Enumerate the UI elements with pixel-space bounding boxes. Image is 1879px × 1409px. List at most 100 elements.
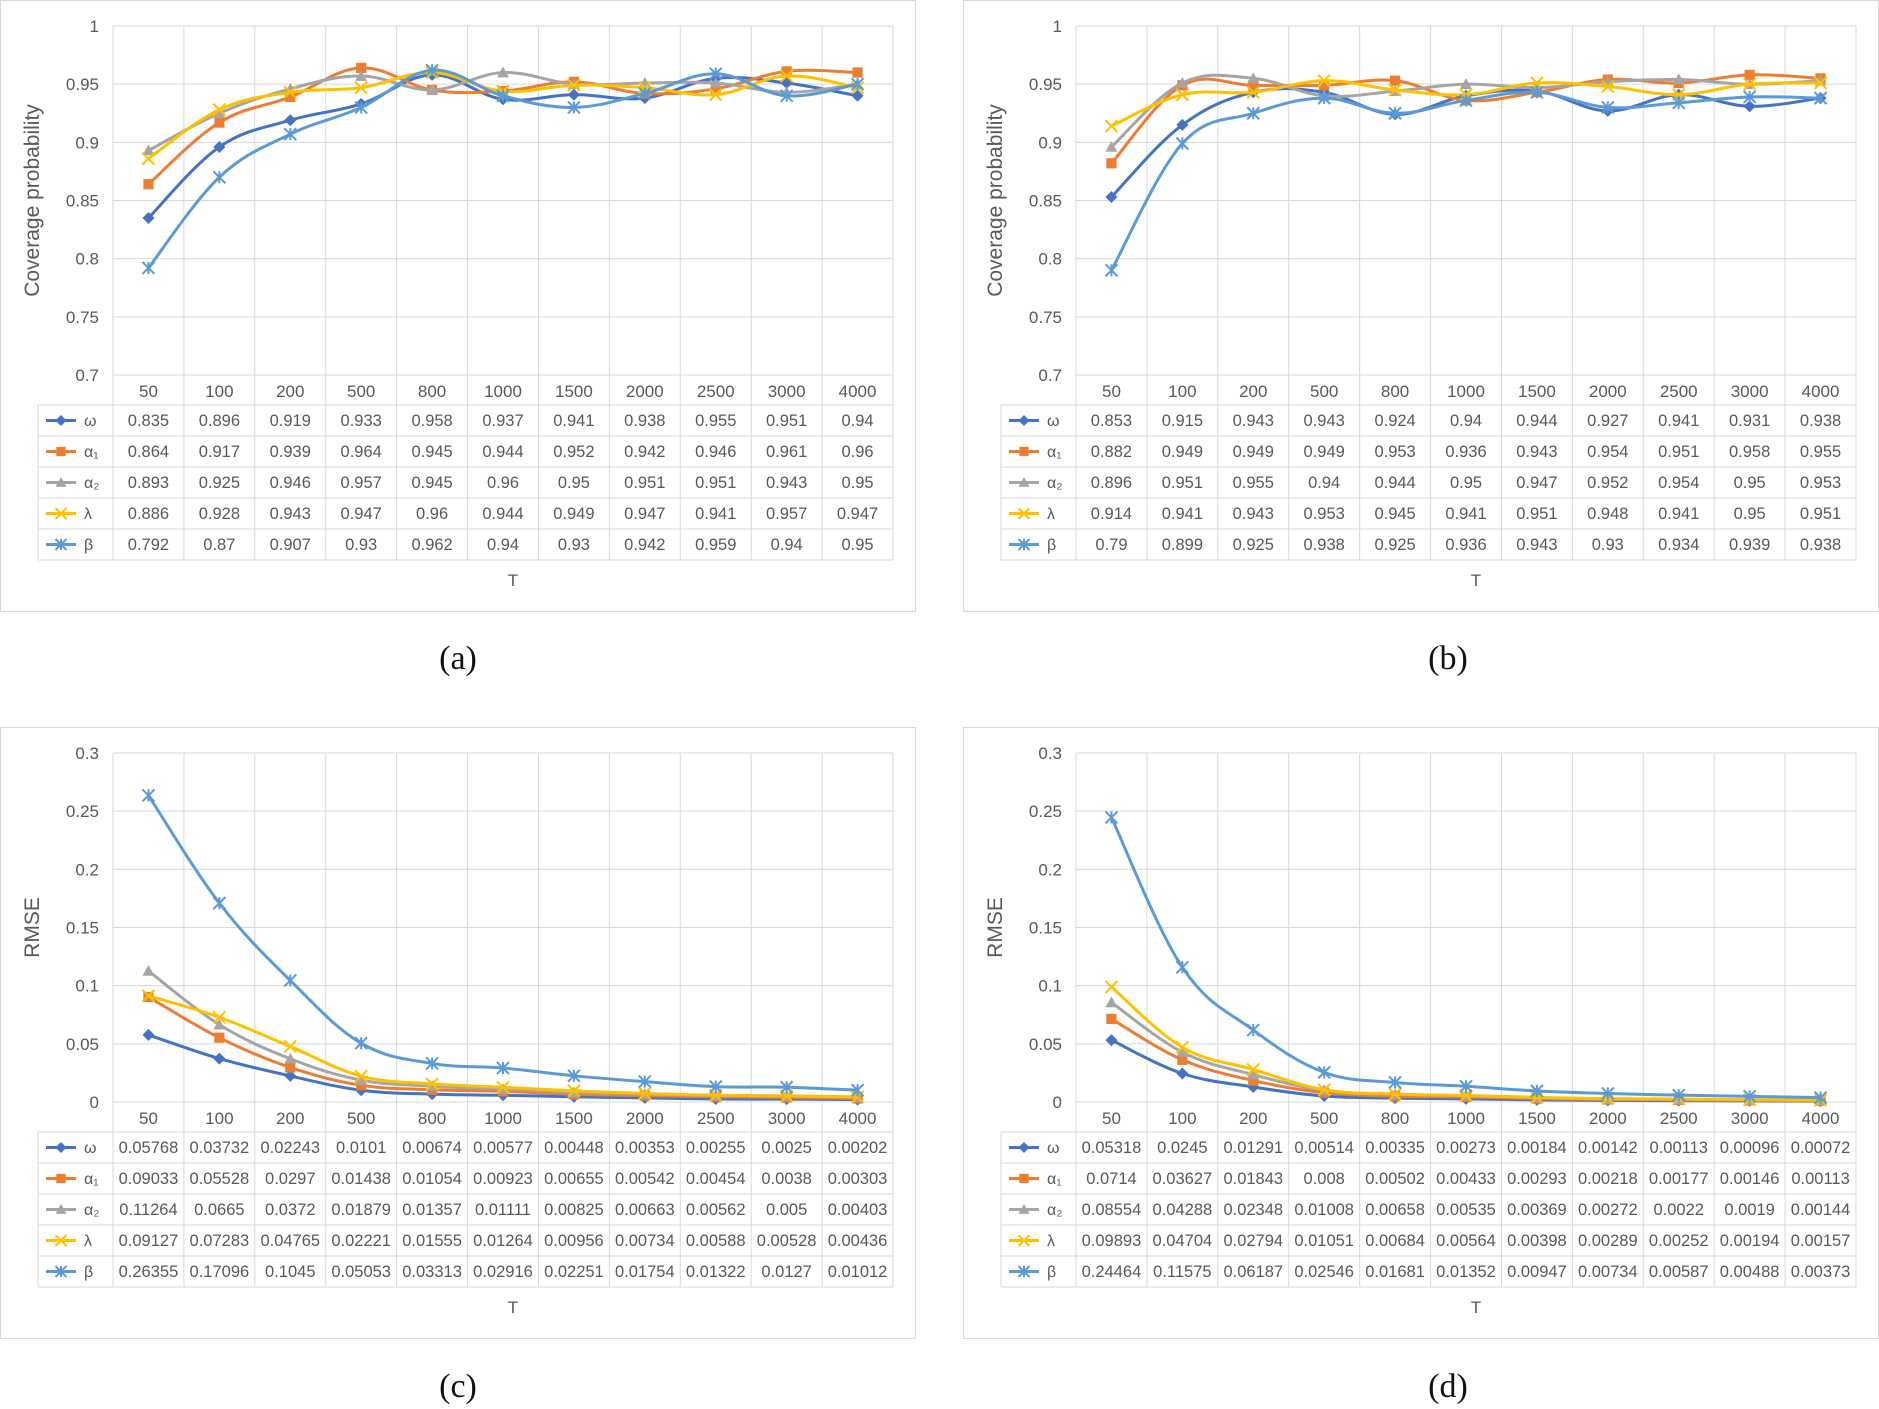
data-label: 0.00255 [686, 1139, 746, 1157]
data-point [1246, 1023, 1260, 1037]
y-tick-label: 0.3 [75, 744, 99, 763]
legend-key [1009, 1173, 1039, 1184]
data-label: 0.26355 [119, 1263, 179, 1281]
data-point [1672, 1088, 1686, 1102]
data-label: 0.925 [199, 474, 240, 492]
data-label: 0.01008 [1294, 1201, 1354, 1219]
data-label: 0.949 [1162, 443, 1203, 461]
x-tick-label: 800 [418, 1109, 446, 1128]
legend-key [46, 477, 76, 487]
data-point [567, 1084, 581, 1098]
legend-key [1009, 1142, 1039, 1153]
data-label: 0.924 [1374, 412, 1415, 430]
data-label: 0.917 [199, 443, 240, 461]
data-point [354, 100, 368, 115]
data-point [1530, 85, 1544, 100]
legend-key [46, 1234, 76, 1247]
legend-label: α₂ [1047, 1202, 1062, 1219]
data-label: 0.938 [1800, 412, 1841, 430]
gridlines [37, 25, 894, 561]
data-label: 0.96 [841, 443, 873, 461]
data-label: 0.95 [841, 474, 873, 492]
data-label: 0.942 [624, 536, 665, 554]
data-label: 0.94 [487, 536, 519, 554]
data-point [1105, 191, 1118, 204]
data-label: 0.05768 [119, 1139, 179, 1157]
legend-key [46, 1173, 76, 1184]
data-point [1176, 77, 1189, 88]
data-label: 0.882 [1091, 443, 1132, 461]
data-label: 0.931 [1729, 412, 1770, 430]
data-point [1105, 1034, 1118, 1047]
data-label: 0.00096 [1720, 1139, 1780, 1157]
data-label: 0.948 [1587, 505, 1628, 523]
data-point [1319, 80, 1330, 91]
legend-label: α₂ [84, 475, 99, 492]
data-label: 0.02546 [1294, 1263, 1354, 1281]
data-label: 0.0665 [194, 1201, 244, 1219]
legend-label: ω [1047, 413, 1060, 430]
data-point [142, 211, 155, 224]
data-label: 0.947 [624, 505, 665, 523]
data-point [212, 103, 227, 117]
data-label: 0.00113 [1791, 1170, 1849, 1188]
data-point [1317, 1083, 1331, 1097]
legend-label: λ [1047, 1233, 1055, 1250]
x-tick-label: 3000 [1731, 382, 1769, 401]
y-tick-label: 0.9 [1038, 133, 1062, 152]
data-label: 0.0372 [265, 1201, 315, 1219]
data-point [213, 1018, 226, 1030]
data-label: 0.951 [1658, 443, 1699, 461]
data-label: 0.951 [766, 412, 807, 430]
data-label: 0.952 [1587, 474, 1628, 492]
data-label: 0.93 [558, 536, 590, 554]
data-point [141, 261, 156, 275]
data-label: 0.94 [1450, 412, 1482, 430]
data-point [284, 1052, 297, 1064]
data-label: 0.00335 [1365, 1139, 1425, 1157]
x-tick-label: 2500 [697, 1109, 735, 1128]
data-label: 0.01357 [402, 1201, 462, 1219]
legend-label: α₁ [84, 444, 99, 461]
data-label: 0.943 [1516, 443, 1557, 461]
x-tick-label: 50 [139, 1109, 158, 1128]
data-label: 0.896 [199, 412, 240, 430]
x-tick-label: 100 [1168, 1109, 1196, 1128]
data-point [1388, 1087, 1402, 1101]
data-point [1388, 106, 1402, 120]
x-tick-label: 2000 [626, 1109, 664, 1128]
data-label: 0.06187 [1223, 1263, 1283, 1281]
y-tick-label: 0.8 [1038, 250, 1062, 269]
x-tick-label: 200 [1239, 1109, 1267, 1128]
data-label: 0.958 [1729, 443, 1770, 461]
data-label: 0.957 [341, 474, 382, 492]
data-label: 0.00734 [1578, 1263, 1638, 1281]
data-point [1389, 75, 1401, 86]
legend-key [1009, 1204, 1039, 1214]
data-label: 0.943 [270, 505, 311, 523]
data-point [1459, 93, 1473, 108]
data-point [284, 1069, 297, 1082]
series-line [147, 794, 858, 1092]
legend-label: α₁ [84, 1171, 99, 1188]
data-label: 0.008 [1304, 1170, 1345, 1188]
data-label: 0.835 [128, 412, 169, 430]
data-label: 0.95 [558, 474, 590, 492]
data-label: 0.953 [1374, 443, 1415, 461]
data-point [354, 1036, 368, 1050]
data-label: 0.792 [128, 536, 169, 554]
x-tick-label: 50 [1102, 382, 1121, 401]
data-point [1744, 69, 1755, 80]
data-label: 0.00202 [828, 1139, 888, 1157]
data-label: 0.94 [841, 412, 873, 430]
data-label: 0.919 [270, 412, 311, 430]
data-label: 0.07283 [190, 1232, 250, 1250]
x-tick-label: 1500 [1518, 382, 1556, 401]
chart-panel-b: 0.7 0.75 0.8 0.85 0.9 0.95 1 50 100 200 500 800 1000… [963, 0, 1879, 612]
data-label: 0.941 [1445, 505, 1486, 523]
data-label: 0.953 [1800, 474, 1841, 492]
x-tick-label: 2500 [1660, 1109, 1698, 1128]
data-point [567, 1069, 581, 1083]
data-point [1317, 91, 1331, 105]
